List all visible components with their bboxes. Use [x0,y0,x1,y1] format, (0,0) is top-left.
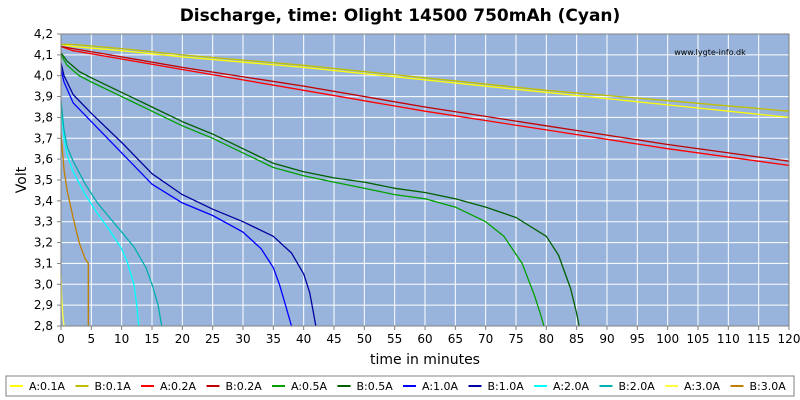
legend-label: B:0.5A [357,380,394,393]
series-line-b-1-0a [60,63,317,327]
legend: A:0.1A B:0.1A A:0.2A B:0.2A A:0.5A B:0.5A A:1.… [10,380,786,393]
x-tick-label: 65 [448,332,463,346]
y-axis-ticks: 2,8 2,9 3,0 3,1 3,2 3,3 3,4 3,5 3,6 3,7 3,8 3,9 4,0 4… [34,27,61,333]
x-tick-label: 45 [326,332,341,346]
x-tick-label: 55 [387,332,402,346]
y-tick-label: 3,4 [34,194,53,208]
x-tick-label: 90 [599,332,614,346]
x-tick-label: 35 [266,332,281,346]
y-tick-label: 4,1 [34,48,53,62]
x-tick-label: 20 [175,332,190,346]
y-tick-label: 2,8 [34,319,53,333]
y-tick-label: 2,9 [34,298,53,312]
y-tick-label: 3,9 [34,90,53,104]
chart-title: Discharge, time: Olight 14500 750mAh (Cy… [180,6,621,26]
x-tick-label: 0 [57,332,65,346]
x-tick-label: 120 [778,332,800,346]
series-line-b-0-5a [60,52,580,327]
legend-label: B:0.2A [226,380,263,393]
x-tick-label: 60 [417,332,432,346]
series-line-a-0-1a [60,43,790,119]
y-tick-label: 4,2 [34,27,53,41]
legend-label: A:2.0A [553,380,590,393]
y-axis-label: Volt [14,166,30,193]
x-tick-label: 25 [205,332,220,346]
y-tick-label: 3,3 [34,215,53,229]
legend-label: B:2.0A [619,380,656,393]
series-line-a-0-2a [60,45,790,167]
x-tick-label: 30 [235,332,250,346]
y-tick-label: 3,6 [34,152,53,166]
x-axis-label: time in minutes [370,352,480,368]
x-tick-label: 70 [478,332,493,346]
x-tick-label: 110 [717,332,740,346]
x-tick-label: 5 [88,332,96,346]
y-tick-label: 3,7 [34,131,53,145]
legend-label: A:1.0A [422,380,459,393]
series-line-a-1-0a [60,69,293,327]
x-tick-label: 40 [296,332,311,346]
legend-label: B:0.1A [95,380,132,393]
series-line-b-3-0a [60,134,89,326]
series-line-a-2-0a [60,104,140,327]
legend-label: A:0.5A [291,380,328,393]
y-tick-label: 3,8 [34,110,53,124]
x-tick-label: 95 [630,332,645,346]
y-tick-label: 3,5 [34,173,53,187]
y-tick-label: 3,0 [34,277,53,291]
watermark: www.lygte-info.dk [674,48,746,57]
y-tick-label: 3,1 [34,256,53,270]
series-layer [60,43,790,327]
legend-label: B:3.0A [750,380,787,393]
series-line-a-0-5a [60,54,545,327]
legend-label: B:1.0A [488,380,525,393]
legend-label: A:0.1A [29,380,66,393]
legend-label: A:0.2A [160,380,197,393]
y-tick-label: 3,2 [34,236,53,250]
series-line-b-2-0a [60,100,163,327]
series-line-b-0-1a [61,43,790,112]
x-tick-label: 75 [508,332,523,346]
legend-label: A:3.0A [684,380,721,393]
legend-box [5,375,795,397]
x-tick-label: 10 [114,332,129,346]
series-line-b-0-2a [60,45,790,162]
y-tick-label: 4,0 [34,69,53,83]
x-tick-label: 50 [357,332,372,346]
x-tick-label: 80 [539,332,554,346]
x-axis-ticks: 0 5 10 15 20 25 30 35 40 45 50 55 60 65 70 75 80 85 90 95 10… [57,326,800,346]
x-tick-label: 100 [656,332,679,346]
x-tick-label: 85 [569,332,584,346]
x-tick-label: 15 [144,332,159,346]
x-tick-label: 115 [747,332,770,346]
x-tick-label: 105 [687,332,710,346]
